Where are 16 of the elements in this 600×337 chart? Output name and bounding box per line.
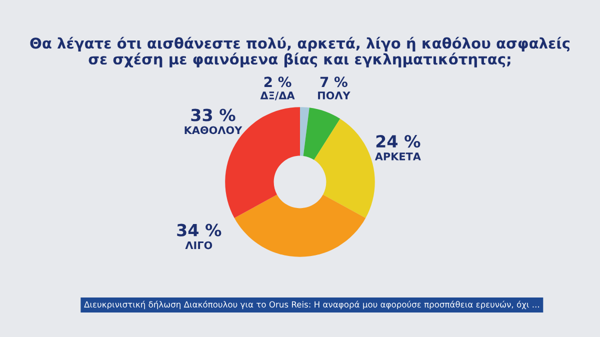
slice-label: ΑΡΚΕΤΑ [374, 152, 421, 160]
text: Διευκρινιστική δήλωση Διακόπουλου για το Orus Reis: Η αναφορά μου αφορούσε προσπάθεια ερευνών, όχι ... [84, 300, 539, 310]
slice-label: ΔΞ/ΔΑ [260, 92, 295, 100]
data-label: 34 % [177, 224, 222, 236]
chart-title: Θα λέγατε ότι αισθάνεστε πολύ, αρκετά, λίγο ή καθόλου ασφαλείς σε σχέση με φαινόμενα βίας και εγκληματικότητας; [30, 36, 570, 68]
data-label: 7 % [320, 76, 348, 88]
data-label: 33 % [191, 108, 236, 122]
slice-label: ΠΟΛΥ [318, 92, 350, 100]
data-label: 24 % [376, 135, 420, 148]
donut-slice [300, 107, 310, 156]
data-label: 2 % [264, 76, 292, 88]
slice-label: ΚΑΘΟΛΟΥ [184, 126, 242, 134]
donut-slice [234, 194, 366, 257]
donut-slice [303, 108, 340, 160]
slice-label: ΛΙΓΟ [185, 241, 212, 250]
donut-slice [314, 118, 375, 218]
